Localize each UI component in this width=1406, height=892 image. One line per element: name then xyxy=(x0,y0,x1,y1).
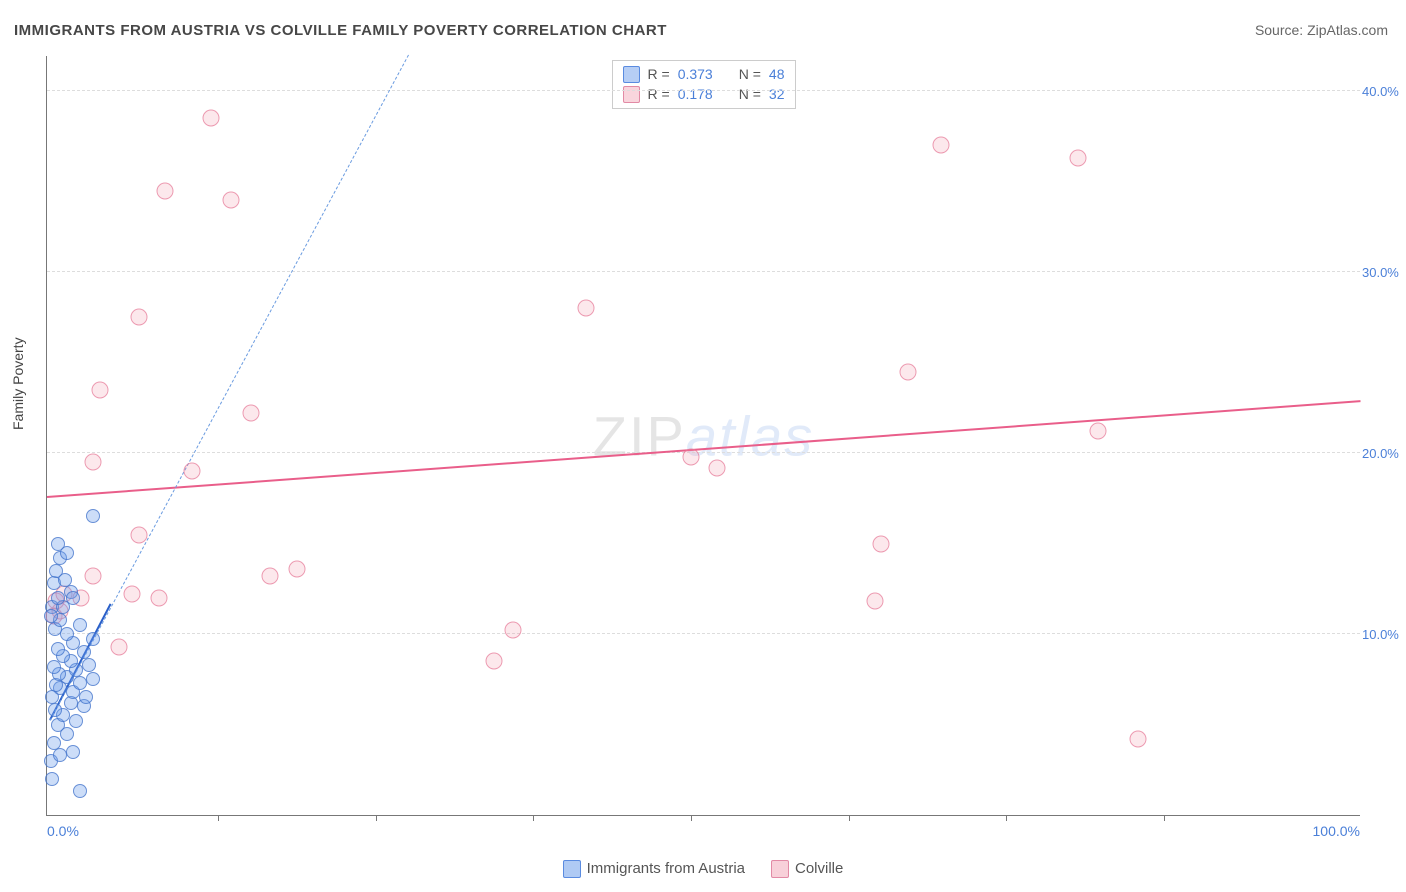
legend-swatch xyxy=(771,860,789,878)
legend-label: Immigrants from Austria xyxy=(587,860,745,877)
data-point xyxy=(53,748,67,762)
n-value: 48 xyxy=(769,64,785,84)
y-tick-label: 10.0% xyxy=(1362,627,1406,642)
data-point xyxy=(899,363,916,380)
plot-area: ZIPatlas R =0.373N =48R =0.178N =32 10.0… xyxy=(46,56,1360,816)
data-point xyxy=(51,591,65,605)
data-point xyxy=(130,526,147,543)
source-attribution: Source: ZipAtlas.com xyxy=(1255,22,1388,38)
r-value: 0.373 xyxy=(678,64,713,84)
data-point xyxy=(222,191,239,208)
data-point xyxy=(485,653,502,670)
x-min-label: 0.0% xyxy=(47,823,79,839)
n-label: N = xyxy=(739,84,761,104)
data-point xyxy=(86,509,100,523)
data-point xyxy=(73,784,87,798)
legend-swatch xyxy=(623,66,640,83)
data-point xyxy=(86,632,100,646)
data-point xyxy=(84,454,101,471)
watermark: ZIPatlas xyxy=(593,403,814,468)
data-point xyxy=(124,586,141,603)
legend-item: Immigrants from Austria xyxy=(563,860,745,878)
watermark-part2: atlas xyxy=(686,404,814,467)
bottom-legend: Immigrants from Austria Colville xyxy=(0,860,1406,878)
x-tick xyxy=(691,815,692,821)
data-point xyxy=(49,564,63,578)
stat-row: R = 0.373 N = 48 xyxy=(623,64,785,84)
chart-title: IMMIGRANTS FROM AUSTRIA VS COLVILLE FAMI… xyxy=(14,22,667,39)
data-point xyxy=(682,448,699,465)
legend-swatch xyxy=(563,860,581,878)
y-axis-title: Family Poverty xyxy=(10,337,26,430)
gridline xyxy=(47,452,1360,453)
data-point xyxy=(873,535,890,552)
data-point xyxy=(203,110,220,127)
data-point xyxy=(60,546,74,560)
data-point xyxy=(47,736,61,750)
data-point xyxy=(1070,150,1087,167)
data-point xyxy=(505,622,522,639)
data-point xyxy=(66,591,80,605)
x-max-label: 100.0% xyxy=(1313,823,1360,839)
data-point xyxy=(157,182,174,199)
n-label: N = xyxy=(739,64,761,84)
gridline xyxy=(47,90,1360,91)
data-point xyxy=(288,560,305,577)
data-point xyxy=(51,642,65,656)
legend-swatch xyxy=(623,86,640,103)
data-point xyxy=(45,772,59,786)
data-point xyxy=(1090,423,1107,440)
x-tick xyxy=(533,815,534,821)
data-point xyxy=(73,618,87,632)
r-label: R = xyxy=(648,64,670,84)
data-point xyxy=(66,745,80,759)
r-label: R = xyxy=(648,84,670,104)
data-point xyxy=(262,568,279,585)
data-point xyxy=(932,137,949,154)
stat-row: R = 0.178 N = 32 xyxy=(623,84,785,104)
x-tick xyxy=(1006,815,1007,821)
r-value: 0.178 xyxy=(678,84,713,104)
y-tick-label: 30.0% xyxy=(1362,265,1406,280)
data-point xyxy=(82,658,96,672)
gridline xyxy=(47,271,1360,272)
y-tick-label: 40.0% xyxy=(1362,84,1406,99)
data-point xyxy=(91,381,108,398)
data-point xyxy=(111,638,128,655)
data-point xyxy=(130,309,147,326)
data-point xyxy=(1129,731,1146,748)
data-point xyxy=(79,690,93,704)
data-point xyxy=(709,459,726,476)
data-point xyxy=(577,300,594,317)
watermark-part1: ZIP xyxy=(593,404,686,467)
data-point xyxy=(183,463,200,480)
x-tick xyxy=(376,815,377,821)
data-point xyxy=(242,405,259,422)
legend-item: Colville xyxy=(771,860,843,878)
n-value: 32 xyxy=(769,84,785,104)
data-point xyxy=(69,714,83,728)
legend-label: Colville xyxy=(795,860,843,877)
data-point xyxy=(44,609,58,623)
data-point xyxy=(86,672,100,686)
stat-box: R = 0.373 N = 48 R = 0.178 N = 32 xyxy=(612,60,796,109)
gridline xyxy=(47,633,1360,634)
y-tick-label: 20.0% xyxy=(1362,446,1406,461)
data-point xyxy=(84,568,101,585)
x-tick xyxy=(849,815,850,821)
data-point xyxy=(150,589,167,606)
data-point xyxy=(48,703,62,717)
data-point xyxy=(73,676,87,690)
x-tick xyxy=(1164,815,1165,821)
x-tick xyxy=(218,815,219,821)
data-point xyxy=(866,593,883,610)
